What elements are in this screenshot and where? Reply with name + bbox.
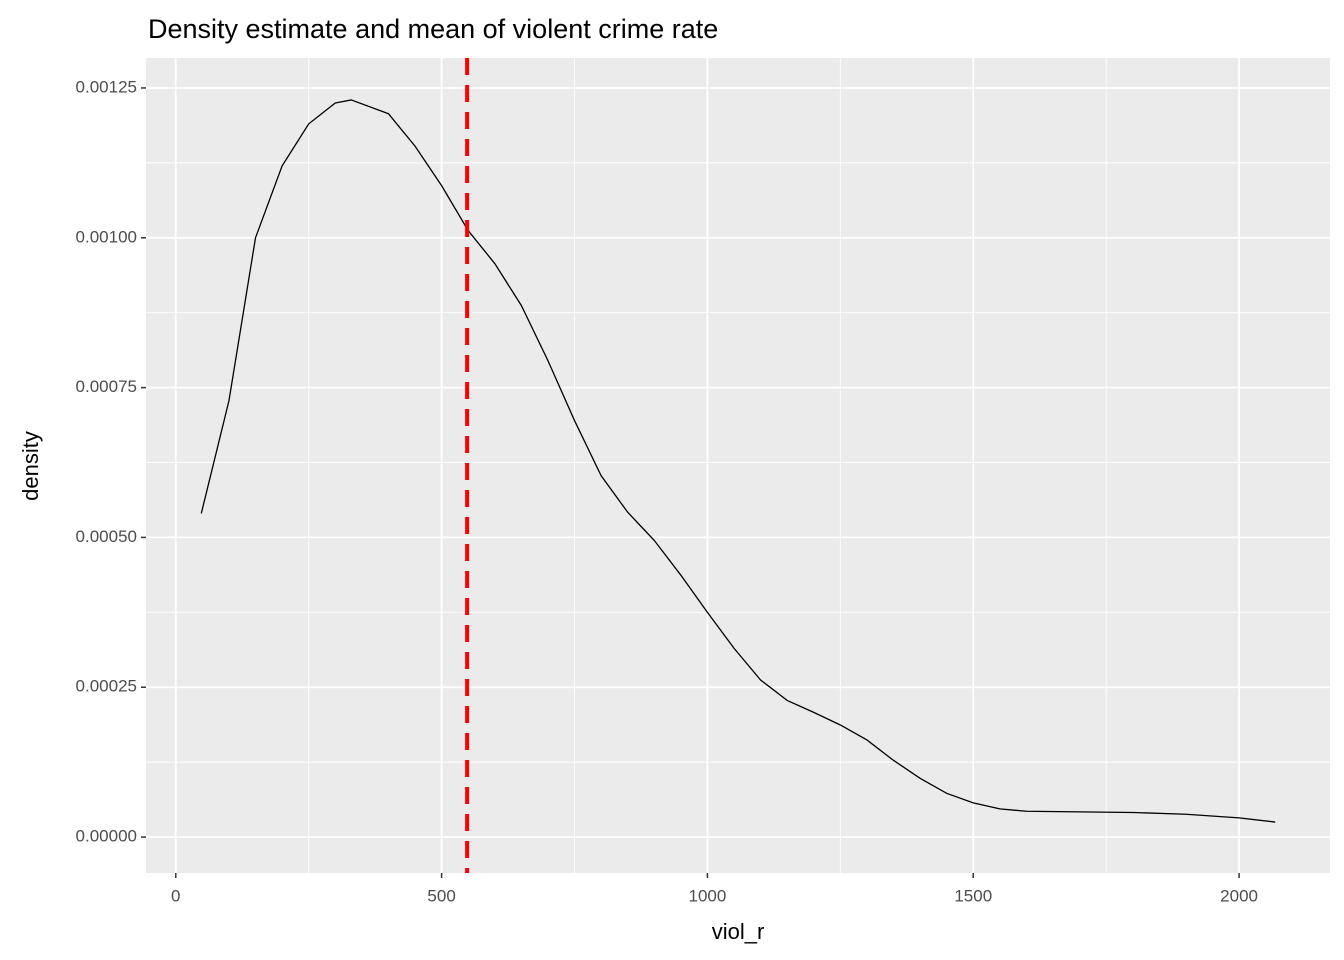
chart-title: Density estimate and mean of violent cri… <box>148 14 718 44</box>
y-tick-label: 0.00025 <box>76 677 137 696</box>
x-tick-label: 1000 <box>689 886 727 905</box>
y-axis-title: density <box>18 431 43 501</box>
x-tick-label: 2000 <box>1220 886 1258 905</box>
y-tick-label: 0.00075 <box>76 377 137 396</box>
density-line <box>200 99 1276 823</box>
x-tick-label: 1500 <box>954 886 992 905</box>
panel <box>146 58 1330 873</box>
y-tick-label: 0.00050 <box>76 527 137 546</box>
y-tick-label: 0.00100 <box>76 227 137 246</box>
x-tick-label: 500 <box>427 886 455 905</box>
y-tick-label: 0.00000 <box>76 827 137 846</box>
x-axis-title: viol_r <box>712 919 765 944</box>
y-tick-label: 0.00125 <box>76 77 137 96</box>
x-tick-label: 0 <box>171 886 180 905</box>
